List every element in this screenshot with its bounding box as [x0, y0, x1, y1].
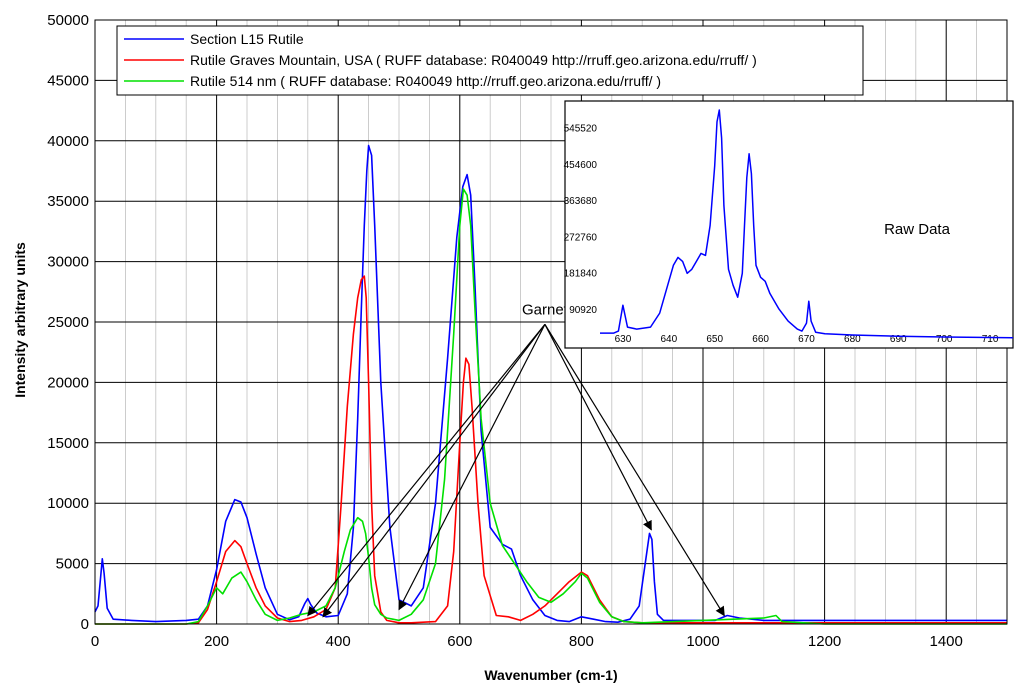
garnet-annotation: Garnet: [307, 301, 725, 618]
inset-x-tick-label: 660: [752, 334, 769, 345]
x-axis-ticks: 0 200 400 600 800 1000 1200 1400: [91, 633, 963, 650]
garnet-arrow: [398, 324, 546, 611]
series-line-2: [95, 275, 1007, 625]
y-tick-label: 50000: [47, 12, 89, 29]
garnet-arrow: [322, 324, 546, 618]
x-tick-label: 1000: [686, 633, 719, 650]
inset-x-tick-label: 700: [936, 334, 953, 345]
legend-box: [116, 25, 864, 96]
x-tick-label: 1400: [930, 633, 963, 650]
y-axis-label: Intensity arbitrary units: [12, 242, 28, 398]
inset-y-tick-label: 181840: [564, 269, 598, 280]
garnet-label: Garnet: [522, 301, 569, 318]
series-line-3: [95, 188, 1007, 625]
y-tick-label: 0: [81, 616, 89, 633]
y-tick-label: 35000: [47, 193, 89, 210]
garnet-arrow: [544, 324, 652, 531]
inset-y-tick-label: 363680: [564, 196, 598, 207]
inset-x-tick-label: 690: [890, 334, 907, 345]
x-tick-label: 0: [91, 633, 99, 650]
inset-series-line: [600, 109, 1014, 339]
y-tick-label: 30000: [47, 254, 89, 271]
inset-x-tick-label: 710: [982, 334, 999, 345]
inset-box: [564, 100, 1014, 349]
y-tick-label: 25000: [47, 314, 89, 331]
x-tick-label: 400: [326, 633, 351, 650]
y-tick-label: 45000: [47, 72, 89, 89]
legend-entry-1: Section L15 Rutile: [190, 31, 304, 47]
inset-title: Raw Data: [884, 221, 951, 238]
x-axis-label: Wavenumber (cm-1): [484, 667, 617, 683]
x-tick-label: 800: [569, 633, 594, 650]
inset-y-tick-label: 545520: [564, 124, 598, 135]
y-tick-label: 10000: [47, 495, 89, 512]
inset-x-tick-label: 630: [615, 334, 632, 345]
y-tick-label: 20000: [47, 374, 89, 391]
inset-x-tick-label: 670: [798, 334, 815, 345]
inset-x-tick-label: 640: [660, 334, 677, 345]
inset-x-tick-label: 680: [844, 334, 861, 345]
chart-legend: Section L15 Rutile Rutile Graves Mountain…: [116, 25, 864, 96]
inset-y-tick-label: 272760: [564, 232, 598, 243]
garnet-arrow: [544, 324, 725, 617]
x-tick-label: 600: [447, 633, 472, 650]
y-axis-ticks: 0 5000 10000 15000 20000 25000 30000 35000 40000…: [47, 12, 89, 633]
x-tick-label: 200: [204, 633, 229, 650]
x-tick-label: 1200: [808, 633, 841, 650]
inset-y-tick-label: 90920: [569, 305, 597, 316]
y-tick-label: 5000: [56, 556, 89, 573]
inset-x-tick-label: 650: [706, 334, 723, 345]
legend-entry-3: Rutile 514 nm ( RUFF database: R040049 h…: [190, 73, 661, 89]
legend-entry-2: Rutile Graves Mountain, USA ( RUFF datab…: [190, 52, 757, 68]
raw-data-inset: 90920 181840 272760 363680 454600 545520 630 64…: [564, 100, 1014, 349]
y-tick-label: 40000: [47, 133, 89, 150]
plot-series: [94, 144, 1007, 625]
garnet-arrow: [307, 323, 546, 617]
inset-y-tick-label: 454600: [564, 160, 598, 171]
y-tick-label: 15000: [47, 435, 89, 452]
series-line-1: [94, 144, 1007, 623]
